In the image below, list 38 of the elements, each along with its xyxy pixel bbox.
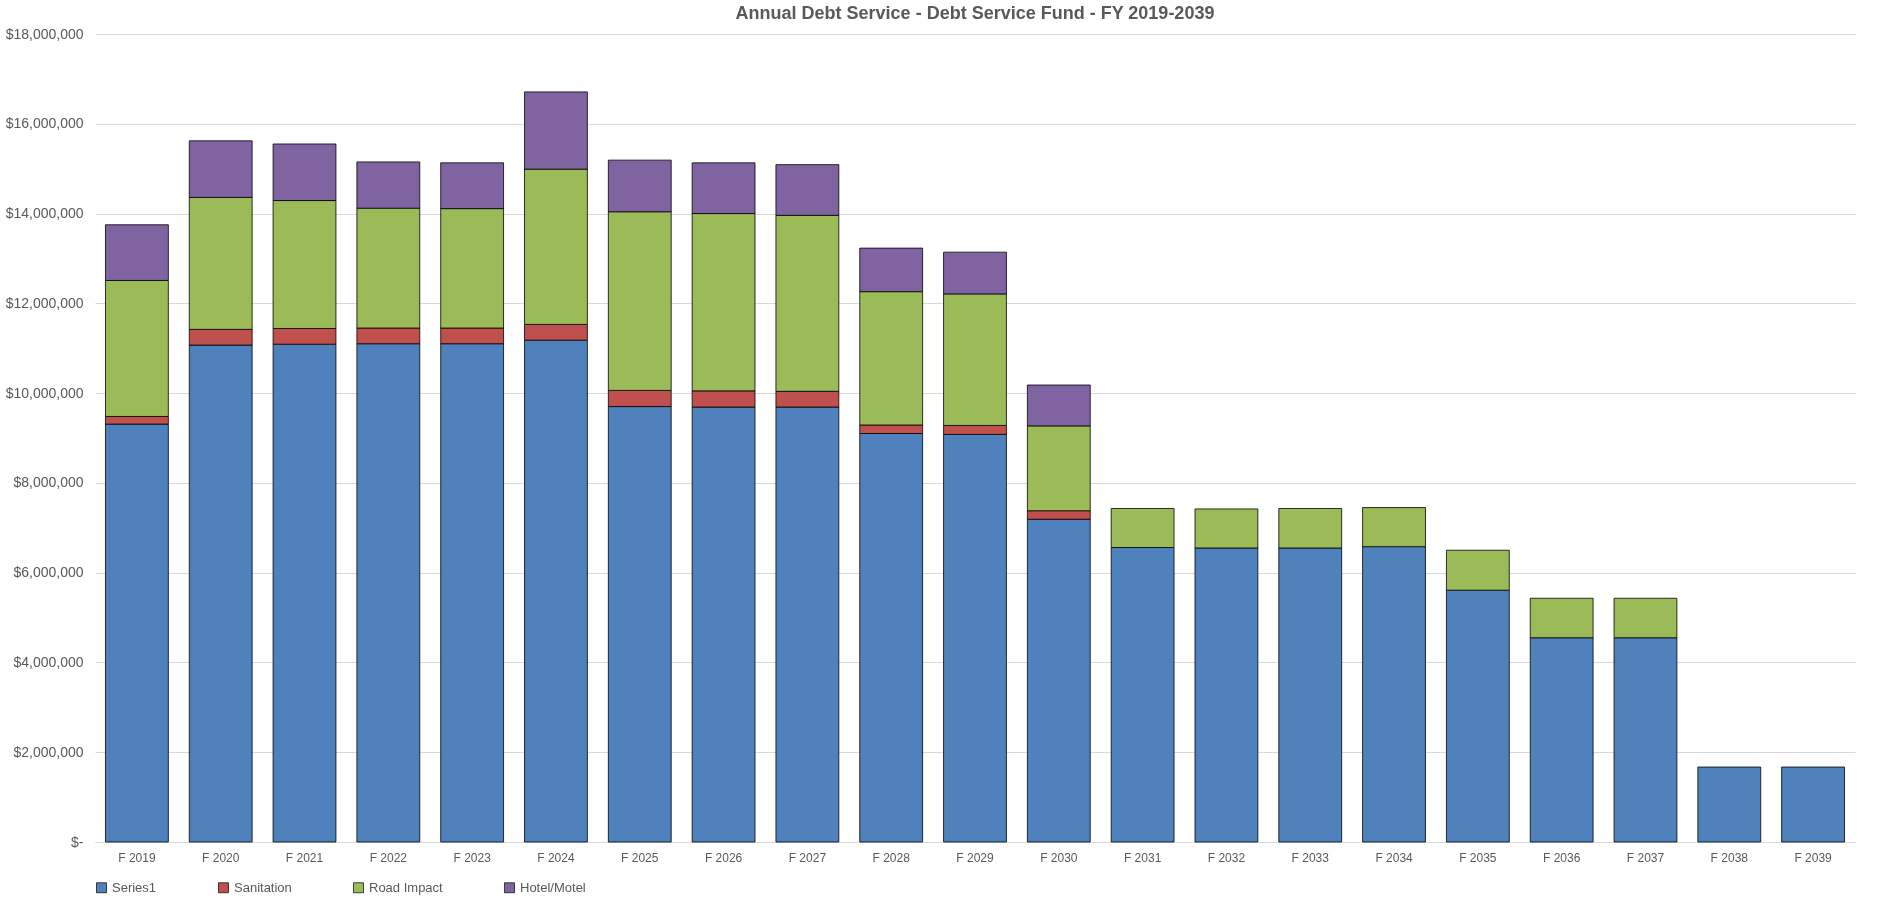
x-tick-label: F 2033 (1291, 850, 1330, 865)
bar (1781, 766, 1845, 843)
y-tick-label: $14,000,000 (5, 205, 84, 222)
y-tick-label: $12,000,000 (5, 294, 84, 311)
bar (1697, 766, 1762, 843)
x-tick-label: F 2022 (369, 850, 408, 865)
x-tick-label: F 2023 (453, 850, 492, 865)
y-tick-label: $6,000,000 (13, 564, 84, 581)
x-tick-label: F 2037 (1626, 850, 1665, 865)
x-tick-label: F 2034 (1375, 850, 1414, 865)
x-tick-label: F 2032 (1207, 850, 1246, 865)
x-tick-label: F 2031 (1123, 850, 1162, 865)
y-tick-label: $18,000,000 (5, 25, 84, 42)
x-tick-label: F 2035 (1459, 850, 1497, 865)
x-tick-label: F 2027 (788, 850, 827, 865)
x-tick-label: F 2026 (704, 850, 743, 865)
x-tick-label: F 2021 (285, 850, 324, 865)
y-tick-label: $4,000,000 (13, 653, 84, 670)
legend-label: Road Impact (369, 879, 444, 895)
y-tick-label: $8,000,000 (13, 474, 84, 491)
x-tick-label: F 2028 (872, 850, 911, 865)
x-tick-label: F 2025 (621, 850, 659, 865)
x-tick-label: F 2029 (956, 850, 995, 865)
chart-title: Annual Debt Service - Debt Service Fund - FY 2019-2039 (735, 3, 1215, 23)
x-tick-label: F 2024 (537, 850, 575, 865)
x-tick-label: F 2036 (1542, 850, 1581, 865)
x-tick-label: F 2039 (1794, 850, 1833, 865)
y-tick-label: $16,000,000 (5, 115, 84, 132)
x-tick-label: F 2038 (1710, 850, 1749, 865)
y-tick-label: $2,000,000 (13, 743, 84, 760)
legend-label: Series1 (112, 879, 157, 895)
legend-label: Sanitation (234, 879, 292, 895)
x-tick-label: F 2019 (118, 850, 156, 865)
x-tick-label: F 2020 (202, 850, 240, 865)
y-tick-label: $- (71, 833, 84, 850)
y-tick-label: $10,000,000 (5, 384, 84, 401)
x-tick-label: F 2030 (1040, 850, 1078, 865)
legend-label: Hotel/Motel (520, 879, 586, 895)
